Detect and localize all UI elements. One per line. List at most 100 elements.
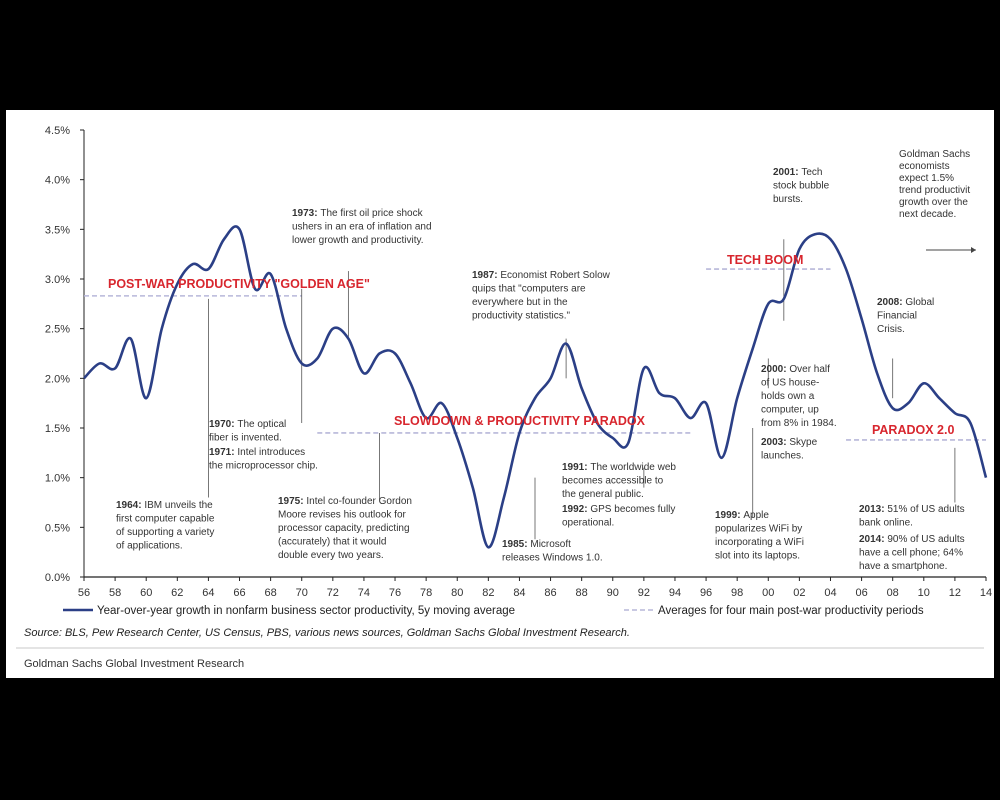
forecast-line: trend productivit — [899, 185, 970, 196]
annotation-1964: 1964: IBM unveils the first computer capa… — [116, 500, 215, 552]
x-tick-label: 80 — [451, 587, 463, 599]
period-averages — [84, 268, 986, 441]
y-tick-label: 4.5% — [45, 125, 70, 137]
annotation-line: Crisis. — [877, 324, 905, 335]
annotation-1985: 1985: Microsoft releases Windows 1.0. — [502, 539, 603, 564]
annotations: 1964: IBM unveils the first computer capa… — [116, 149, 976, 572]
annotation-year: 1973: — [292, 208, 320, 219]
annotation-line: 90% of US adults — [887, 534, 964, 545]
forecast-line: expect 1.5% — [899, 173, 954, 184]
legend-dashed-label: Averages for four main post-war producti… — [658, 605, 924, 617]
x-tick-label: 76 — [389, 587, 401, 599]
annotation-year: 2003: — [761, 437, 789, 448]
annotation-line: first computer capable — [116, 514, 215, 525]
annotation-line: processor capacity, predicting — [278, 523, 410, 534]
annotation-line: computer, up — [761, 405, 819, 416]
x-tick-label: 68 — [264, 587, 276, 599]
annotation-line: have a cell phone; 64% — [859, 548, 963, 559]
x-tick-label: 56 — [78, 587, 90, 599]
annotation-line: everywhere but in the — [472, 297, 568, 308]
annotation-line: Intel introduces — [237, 447, 305, 458]
annotation-line: 51% of US adults — [887, 504, 964, 515]
annotation-line: have a smartphone. — [859, 561, 947, 572]
annotation-line: Over half — [789, 364, 830, 375]
annotation-year: 1964: — [116, 500, 144, 511]
era-label: POST-WAR PRODUCTIVITY "GOLDEN AGE" — [108, 277, 370, 291]
annotation-line: Skype — [789, 437, 817, 448]
annotation-line: popularizes WiFi by — [715, 524, 802, 535]
x-tick-label: 58 — [109, 587, 121, 599]
x-tick-label: 88 — [576, 587, 588, 599]
x-tick-label: 86 — [544, 587, 556, 599]
annotation-line: lower growth and productivity. — [292, 235, 424, 246]
x-tick-label: 90 — [607, 587, 619, 599]
x-tick-label: 94 — [669, 587, 681, 599]
forecast-line: next decade. — [899, 209, 956, 220]
x-tick-label: 00 — [762, 587, 774, 599]
annotation-line: stock bubble — [773, 181, 830, 192]
annotation-year: 1970: — [209, 419, 237, 430]
annotation-year: 1975: — [278, 496, 306, 507]
x-tick-label: 12 — [949, 587, 961, 599]
annotation-year: 1985: — [502, 539, 530, 550]
annotation-line: The optical — [237, 419, 286, 430]
forecast-arrow-head — [971, 247, 976, 253]
axis-layer: 0.0% 0.5% 1.0% 1.5% 2.0% 2.5% 3.0% 3.5% 4.0% 4.5%… — [45, 125, 992, 599]
y-tick-label: 2.0% — [45, 373, 70, 385]
y-tick-label: 2.5% — [45, 324, 70, 336]
annotation-2014: 2014: 90% of US adults have a cell phone;… — [859, 534, 965, 572]
x-tick-label: 70 — [296, 587, 308, 599]
annotation-line: of supporting a variety — [116, 527, 214, 538]
annotation-1987: 1987: Economist Robert Solow quips that "… — [472, 270, 611, 322]
annotation-line: Apple — [743, 510, 769, 521]
annotation-line: ushers in an era of inflation and — [292, 222, 432, 233]
annotation-line: Financial — [877, 311, 917, 322]
annotation-line: becomes accessible to — [562, 476, 664, 487]
annotation-line: Moore revises his outlook for — [278, 510, 407, 521]
x-tick-label: 64 — [202, 587, 214, 599]
x-tick-label: 62 — [171, 587, 183, 599]
era-label: TECH BOOM — [727, 253, 803, 267]
y-tick-label: 0.5% — [45, 522, 70, 534]
x-tick-label: 96 — [700, 587, 712, 599]
annotation-line: IBM unveils the — [144, 500, 213, 511]
annotation-year: 2000: — [761, 364, 789, 375]
annotation-line: bank online. — [859, 518, 913, 529]
era-label: PARADOX 2.0 — [872, 423, 954, 437]
forecast-line: economists — [899, 161, 950, 172]
annotation-line: GPS becomes fully — [590, 504, 675, 515]
productivity-chart: 0.0% 0.5% 1.0% 1.5% 2.0% 2.5% 3.0% 3.5% 4.0% 4.5%… — [16, 125, 992, 670]
annotation-line: launches. — [761, 451, 804, 462]
x-tick-label: 06 — [855, 587, 867, 599]
x-tick-label: 72 — [327, 587, 339, 599]
productivity-line — [83, 225, 988, 549]
x-tick-label: 08 — [887, 587, 899, 599]
annotation-line: fiber is invented. — [209, 433, 282, 444]
y-tick-label: 4.0% — [45, 175, 70, 187]
annotation-line: operational. — [562, 518, 614, 529]
annotation-line: Economist Robert Solow — [500, 270, 610, 281]
footer-text: Goldman Sachs Global Investment Research — [24, 658, 244, 670]
annotation-2001: 2001: Tech stock bubble bursts. — [773, 167, 830, 205]
annotation-2013: 2013: 51% of US adults bank online. — [859, 504, 965, 529]
annotation-1971: 1971: Intel introduces the microprocessor… — [209, 447, 318, 472]
annotation-year: 1987: — [472, 270, 500, 281]
annotation-line: Global — [905, 297, 934, 308]
annotation-line: of US house- — [761, 378, 819, 389]
annotation-year: 1999: — [715, 510, 743, 521]
y-tick-label: 1.5% — [45, 423, 70, 435]
y-tick-label: 3.0% — [45, 274, 70, 286]
source-note: Source: BLS, Pew Research Center, US Cen… — [24, 627, 630, 639]
annotation-line: (accurately) that it would — [278, 537, 386, 548]
x-tick-label: 82 — [482, 587, 494, 599]
annotation-year: 1991: — [562, 462, 590, 473]
annotation-2003: 2003: Skype launches. — [761, 437, 818, 462]
annotation-line: of applications. — [116, 541, 183, 552]
annotation-year: 2014: — [859, 534, 887, 545]
x-tick-label: 02 — [793, 587, 805, 599]
annotation-line: productivity statistics." — [472, 311, 570, 322]
annotation-line: incorporating a WiFi — [715, 537, 804, 548]
annotation-1992: 1992: GPS becomes fully operational. — [562, 504, 675, 529]
annotation-line: The first oil price shock — [320, 208, 423, 219]
annotation-line: slot into its laptops. — [715, 551, 800, 562]
